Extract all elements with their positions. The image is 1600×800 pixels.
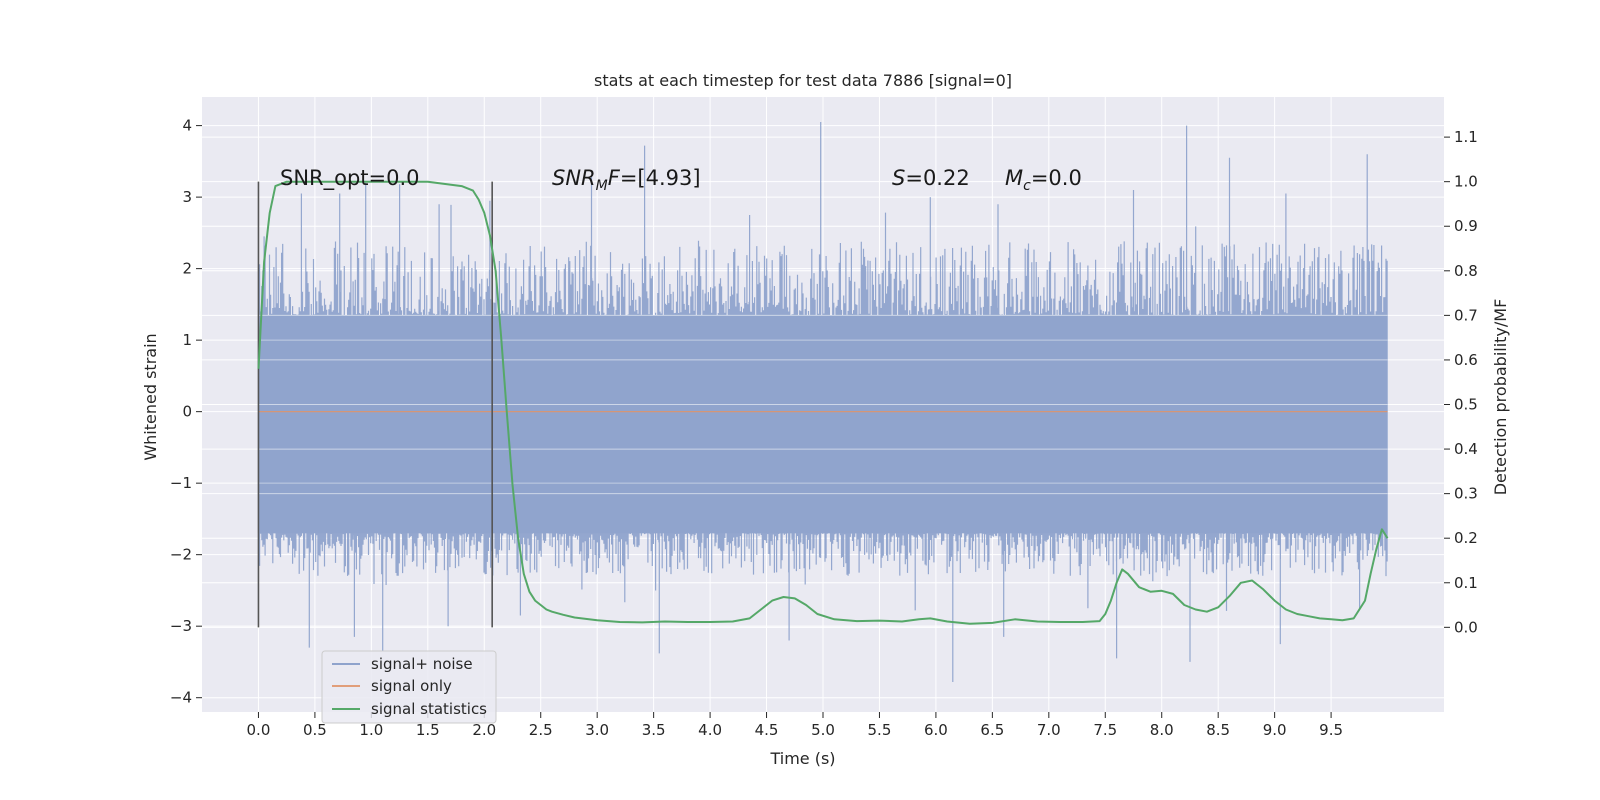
signal-statistics-line	[257, 180, 1389, 625]
y-tick-label-6: −2	[170, 546, 192, 564]
x-tick-label-2: 1.0	[359, 721, 383, 739]
noise-series	[257, 122, 1388, 682]
x-tick-label-5: 2.5	[529, 721, 553, 739]
y2-tick-label-11: 0.0	[1454, 618, 1478, 636]
x-axis-ticks: 0.0 0.5 1.0 1.5 2.0 2.5 3.0 3.5 4.0 4.5 5.0 5.5 6.0 6…	[247, 712, 1343, 739]
y2-tick-label-0: 1.1	[1454, 128, 1478, 146]
window-lines	[257, 181, 493, 628]
x-tick-label-18: 9.0	[1263, 721, 1287, 739]
x-axis-label: Time (s)	[769, 749, 835, 768]
x-tick-label-14: 7.0	[1037, 721, 1061, 739]
x-tick-label-11: 5.5	[868, 721, 892, 739]
legend-label-noise: signal+ noise	[371, 655, 473, 673]
s-value: =0.22	[905, 166, 969, 190]
y2-tick-label-3: 0.8	[1454, 262, 1478, 280]
y2-tick-label-10: 0.1	[1454, 574, 1478, 592]
x-tick-label-16: 8.0	[1150, 721, 1174, 739]
y2-tick-label-5: 0.6	[1454, 351, 1478, 369]
y-tick-label-4: 0	[182, 403, 192, 421]
snr-mf-italic: SNR	[552, 166, 596, 190]
y-tick-label-3: 1	[182, 331, 192, 349]
y2-axis-label: Detection probability/MF	[1491, 299, 1510, 496]
mc-value: =0.0	[1031, 166, 1082, 190]
x-tick-label-17: 8.5	[1206, 721, 1230, 739]
y-tick-label-5: −1	[170, 474, 192, 492]
x-tick-label-1: 0.5	[303, 721, 327, 739]
x-tick-label-12: 6.0	[924, 721, 948, 739]
annotation-mc: Mc=0.0	[1005, 166, 1082, 194]
mc-italic: M	[1005, 166, 1023, 190]
annotation-s: S=0.22	[892, 166, 970, 190]
y-tick-label-1: 3	[182, 188, 192, 206]
snr-mf-subscript: M	[596, 178, 608, 194]
y2-tick-label-6: 0.5	[1454, 396, 1478, 414]
y-tick-label-2: 2	[182, 260, 192, 278]
y2-tick-label-2: 0.9	[1454, 217, 1478, 235]
x-tick-label-4: 2.0	[472, 721, 496, 739]
annotation-snr-opt: SNR_opt=0.0	[280, 166, 420, 191]
x-tick-label-8: 4.0	[698, 721, 722, 739]
annotation-snr-mf: SNRMF=[4.93]	[552, 166, 701, 194]
y2-tick-label-7: 0.4	[1454, 440, 1478, 458]
legend-label-signal: signal only	[371, 677, 452, 695]
y-tick-label-8: −4	[170, 689, 192, 707]
noise-dense-band	[258, 315, 1388, 534]
mc-subscript: c	[1023, 178, 1031, 194]
y-tick-label-7: −3	[170, 617, 192, 635]
y-axis-ticks: 4 3 2 1 0 −1 −2 −3 −4	[170, 117, 202, 707]
chart-title: stats at each timestep for test data 788…	[594, 71, 1012, 90]
snr-mf-tail: F	[608, 166, 621, 190]
y-tick-label-0: 4	[182, 117, 192, 135]
y-axis-label: Whitened strain	[141, 333, 160, 460]
legend: signal+ noise signal only signal statist…	[321, 650, 497, 724]
x-tick-label-13: 6.5	[980, 721, 1004, 739]
y2-tick-label-8: 0.3	[1454, 485, 1478, 503]
snr-mf-value: =[4.93]	[620, 166, 701, 190]
x-tick-label-6: 3.0	[585, 721, 609, 739]
x-tick-label-10: 5.0	[811, 721, 835, 739]
y2-tick-label-9: 0.2	[1454, 529, 1478, 547]
legend-label-stats: signal statistics	[371, 700, 487, 718]
y2-tick-label-4: 0.7	[1454, 306, 1478, 324]
x-tick-label-7: 3.5	[642, 721, 666, 739]
x-tick-label-9: 4.5	[755, 721, 779, 739]
y2-axis-ticks: 1.1 1.0 0.9 0.8 0.7 0.6 0.5 0.4 0.3 0.2 0.1 0.0	[1444, 128, 1478, 636]
x-tick-label-15: 7.5	[1093, 721, 1117, 739]
y2-tick-label-1: 1.0	[1454, 173, 1478, 191]
signal-statistics-series	[257, 180, 1389, 625]
x-tick-label-19: 9.5	[1319, 721, 1343, 739]
x-tick-label-0: 0.0	[247, 721, 271, 739]
s-italic: S	[892, 166, 905, 190]
legend-box	[321, 650, 497, 724]
x-tick-label-3: 1.5	[416, 721, 440, 739]
